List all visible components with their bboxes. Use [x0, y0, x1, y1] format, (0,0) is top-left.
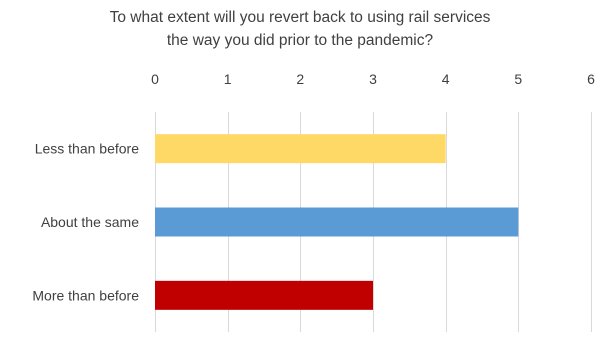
chart-title-line-1: To what extent will you revert back to u…	[109, 9, 491, 26]
x-tick-label: 1	[224, 71, 232, 87]
x-tick-label: 3	[369, 71, 377, 87]
x-tick-label: 6	[587, 71, 595, 87]
category-label: Less than before	[35, 141, 140, 157]
chart-title-line-2: the way you did prior to the pandemic?	[166, 32, 434, 49]
bar-more-than-before	[155, 280, 373, 310]
bar-less-than-before	[155, 134, 446, 164]
chart-title: To what extent will you revert back to u…	[0, 6, 600, 52]
x-tick-label: 5	[514, 71, 522, 87]
bar-about-the-same	[155, 207, 519, 237]
category-label: About the same	[41, 214, 139, 230]
x-tick-label: 0	[151, 71, 159, 87]
x-tick-label: 4	[442, 71, 450, 87]
category-label: More than before	[32, 287, 139, 303]
x-tick-label: 2	[296, 71, 304, 87]
